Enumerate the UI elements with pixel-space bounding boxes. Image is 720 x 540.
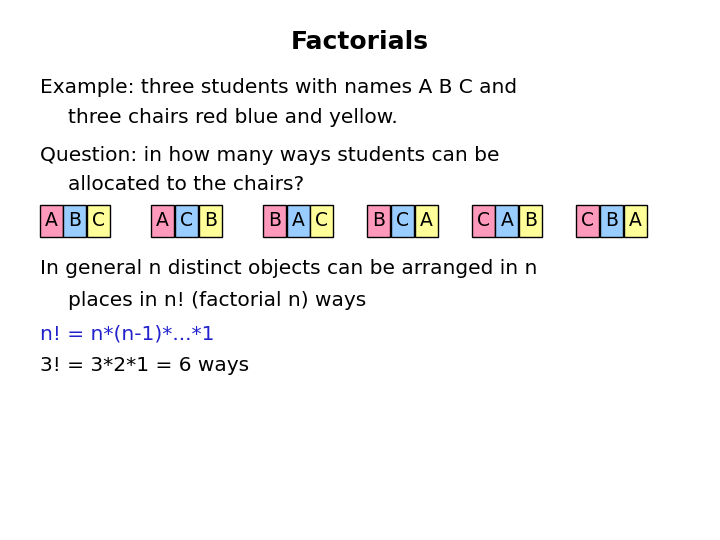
FancyBboxPatch shape	[519, 205, 542, 237]
Text: allocated to the chairs?: allocated to the chairs?	[68, 176, 305, 194]
FancyBboxPatch shape	[175, 205, 198, 237]
FancyBboxPatch shape	[391, 205, 414, 237]
Text: A: A	[45, 211, 58, 231]
FancyBboxPatch shape	[495, 205, 518, 237]
Text: A: A	[156, 211, 169, 231]
Text: C: C	[92, 211, 105, 231]
Text: C: C	[477, 211, 490, 231]
Text: n! = n*(n-1)*...*1: n! = n*(n-1)*...*1	[40, 324, 214, 343]
FancyBboxPatch shape	[600, 205, 623, 237]
Text: C: C	[315, 211, 328, 231]
FancyBboxPatch shape	[87, 205, 110, 237]
FancyBboxPatch shape	[576, 205, 599, 237]
Text: Question: in how many ways students can be: Question: in how many ways students can …	[40, 146, 499, 165]
FancyBboxPatch shape	[40, 205, 63, 237]
Text: B: B	[204, 211, 217, 231]
Text: B: B	[524, 211, 537, 231]
Text: B: B	[68, 211, 81, 231]
FancyBboxPatch shape	[151, 205, 174, 237]
Text: C: C	[180, 211, 193, 231]
Text: C: C	[396, 211, 409, 231]
Text: C: C	[581, 211, 594, 231]
Text: A: A	[500, 211, 513, 231]
Text: Example: three students with names A B C and: Example: three students with names A B C…	[40, 78, 517, 97]
FancyBboxPatch shape	[624, 205, 647, 237]
FancyBboxPatch shape	[415, 205, 438, 237]
FancyBboxPatch shape	[472, 205, 495, 237]
Text: B: B	[372, 211, 385, 231]
FancyBboxPatch shape	[199, 205, 222, 237]
Text: A: A	[420, 211, 433, 231]
FancyBboxPatch shape	[367, 205, 390, 237]
Text: A: A	[629, 211, 642, 231]
Text: B: B	[605, 211, 618, 231]
Text: A: A	[292, 211, 305, 231]
FancyBboxPatch shape	[287, 205, 310, 237]
Text: three chairs red blue and yellow.: three chairs red blue and yellow.	[68, 108, 398, 127]
FancyBboxPatch shape	[63, 205, 86, 237]
Text: B: B	[268, 211, 281, 231]
Text: 3! = 3*2*1 = 6 ways: 3! = 3*2*1 = 6 ways	[40, 356, 248, 375]
FancyBboxPatch shape	[310, 205, 333, 237]
Text: In general n distinct objects can be arranged in n: In general n distinct objects can be arr…	[40, 259, 537, 278]
Text: Factorials: Factorials	[291, 30, 429, 53]
Text: places in n! (factorial n) ways: places in n! (factorial n) ways	[68, 291, 366, 309]
FancyBboxPatch shape	[263, 205, 286, 237]
